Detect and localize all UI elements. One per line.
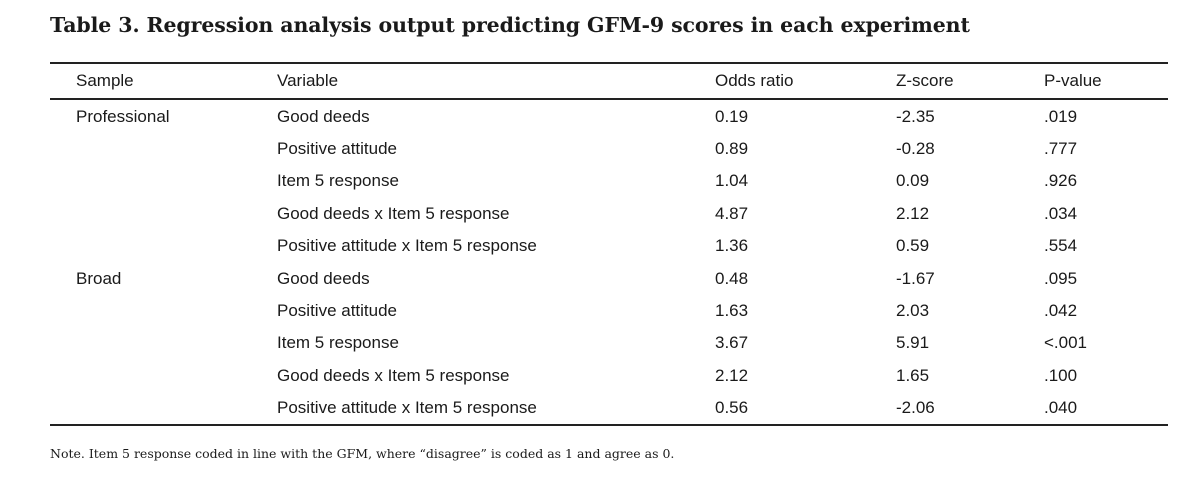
cell-p-value: .095 (1044, 268, 1078, 288)
table-row: Good deeds x Item 5 response 2.12 1.65 .100 (50, 360, 1168, 392)
table-row: Positive attitude x Item 5 response 0.56 -… (50, 392, 1168, 424)
header-sample: Sample (76, 71, 134, 90)
table-title: Table 3. Regression analysis output pred… (50, 13, 970, 37)
cell-odds-ratio: 1.63 (715, 301, 749, 321)
cell-odds-ratio: 0.19 (715, 106, 749, 126)
cell-odds-ratio: 2.12 (715, 365, 749, 385)
cell-odds-ratio: 4.87 (715, 203, 749, 223)
cell-odds-ratio: 3.67 (715, 333, 749, 353)
table-row: Item 5 response 3.67 5.91 <.001 (50, 327, 1168, 359)
cell-z-score: 2.12 (896, 203, 930, 223)
cell-z-score: 5.91 (896, 333, 930, 353)
cell-p-value: .100 (1044, 365, 1078, 385)
table-row: Positive attitude 1.63 2.03 .042 (50, 295, 1168, 327)
header-variable: Variable (277, 71, 339, 90)
cell-sample: Professional (76, 106, 170, 126)
cell-p-value: .926 (1044, 171, 1078, 191)
cell-variable: Good deeds x Item 5 response (277, 203, 510, 223)
cell-variable: Positive attitude x Item 5 response (277, 236, 537, 256)
table-row: Item 5 response 1.04 0.09 .926 (50, 165, 1168, 197)
cell-variable: Positive attitude (277, 301, 398, 321)
cell-odds-ratio: 0.89 (715, 139, 749, 159)
table-note: Note. Item 5 response coded in line with… (50, 446, 675, 461)
table-row: Professional Good deeds 0.19 -2.35 .019 (50, 101, 1168, 133)
cell-z-score: 0.59 (896, 236, 930, 256)
header-rule (50, 98, 1168, 100)
cell-variable: Item 5 response (277, 171, 399, 191)
cell-p-value: .042 (1044, 301, 1078, 321)
cell-variable: Item 5 response (277, 333, 399, 353)
header-z-score: Z-score (896, 71, 954, 90)
cell-variable: Good deeds (277, 268, 370, 288)
table-row: Positive attitude x Item 5 response 1.36 0… (50, 230, 1168, 262)
cell-z-score: -0.28 (896, 139, 935, 159)
table-row: Good deeds x Item 5 response 4.87 2.12 .034 (50, 198, 1168, 230)
cell-p-value: .040 (1044, 398, 1078, 418)
cell-odds-ratio: 0.56 (715, 398, 749, 418)
cell-z-score: 0.09 (896, 171, 930, 191)
regression-table: Sample Variable Odds ratio Z-score P-val… (50, 62, 1168, 427)
cell-z-score: -1.67 (896, 268, 935, 288)
table-row: Positive attitude 0.89 -0.28 .777 (50, 133, 1168, 165)
cell-z-score: 2.03 (896, 301, 930, 321)
cell-p-value: .777 (1044, 139, 1078, 159)
cell-variable: Good deeds x Item 5 response (277, 365, 510, 385)
table-row: Broad Good deeds 0.48 -1.67 .095 (50, 262, 1168, 294)
header-odds-ratio: Odds ratio (715, 71, 794, 90)
cell-p-value: .019 (1044, 106, 1078, 126)
table-header-row: Sample Variable Odds ratio Z-score P-val… (50, 64, 1168, 98)
cell-variable: Positive attitude (277, 139, 398, 159)
bottom-rule (50, 424, 1168, 427)
cell-z-score: -2.35 (896, 106, 935, 126)
table-body: Professional Good deeds 0.19 -2.35 .019 Posit… (50, 100, 1168, 425)
cell-p-value: <.001 (1044, 333, 1088, 353)
cell-z-score: 1.65 (896, 365, 930, 385)
top-rule (50, 62, 1168, 64)
header-p-value: P-value (1044, 71, 1102, 90)
cell-odds-ratio: 1.36 (715, 236, 749, 256)
cell-p-value: .034 (1044, 203, 1078, 223)
cell-z-score: -2.06 (896, 398, 935, 418)
cell-p-value: .554 (1044, 236, 1078, 256)
cell-variable: Positive attitude x Item 5 response (277, 398, 537, 418)
cell-odds-ratio: 0.48 (715, 268, 749, 288)
cell-odds-ratio: 1.04 (715, 171, 749, 191)
cell-variable: Good deeds (277, 106, 370, 126)
cell-sample: Broad (76, 268, 122, 288)
